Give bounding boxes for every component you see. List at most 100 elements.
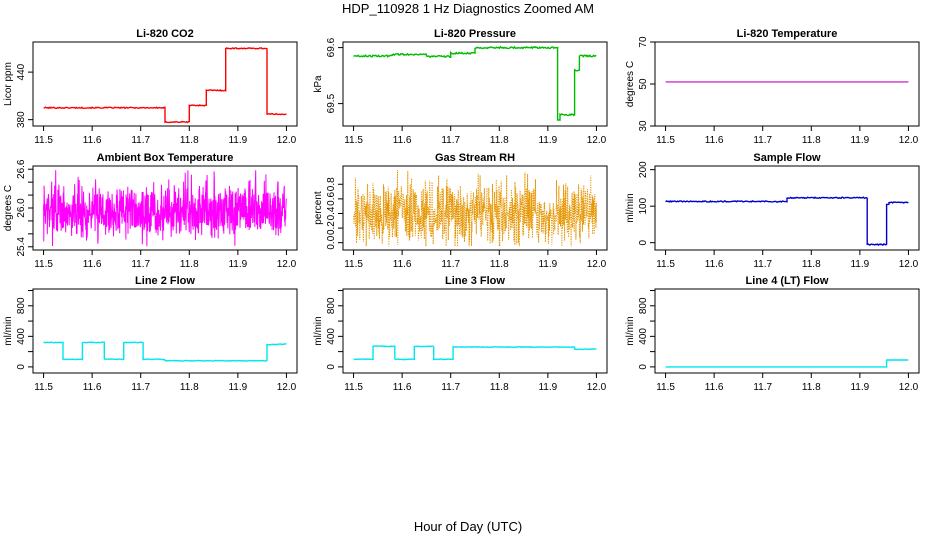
y-axis-label: degrees C: [625, 61, 636, 107]
series-line: [43, 341, 287, 362]
series-line: [43, 47, 287, 124]
y-tick-label: 0: [638, 364, 649, 370]
x-tick-label: 11.7: [131, 382, 150, 393]
x-tick-label: 11.9: [850, 382, 869, 393]
x-tick-label: 11.6: [393, 259, 412, 270]
y-tick-label: 70: [638, 36, 649, 48]
x-tick-label: 12.0: [899, 259, 919, 270]
x-tick-label: 11.8: [180, 382, 199, 393]
y-tick-label: 0.4: [326, 206, 337, 220]
series-line: [353, 345, 597, 361]
y-tick-label: 400: [16, 328, 27, 345]
x-tick-label: 12.0: [899, 382, 919, 393]
y-axis-label: ml/min: [3, 316, 14, 345]
x-tick-label: 11.7: [441, 382, 460, 393]
y-axis-label: Licor ppm: [3, 62, 14, 106]
x-axis-label: Hour of Day (UTC): [414, 519, 522, 534]
y-axis-label: degrees C: [3, 185, 14, 231]
panel-title: Li-820 CO2: [136, 28, 193, 40]
x-tick-label: 11.5: [34, 259, 53, 270]
y-tick-label: 0.2: [326, 221, 337, 235]
x-tick-label: 12.0: [587, 382, 607, 393]
y-tick-label: 25.4: [16, 237, 27, 257]
x-tick-label: 11.8: [180, 135, 199, 146]
x-tick-label: 11.6: [705, 135, 724, 146]
x-tick-label: 11.8: [802, 382, 821, 393]
x-tick-label: 11.5: [656, 382, 675, 393]
x-tick-label: 11.8: [490, 382, 509, 393]
y-tick-label: 440: [16, 63, 27, 80]
x-tick-label: 11.5: [656, 259, 675, 270]
y-tick-label: 0.8: [326, 177, 337, 191]
panel-grid: Li-820 CO2 11.5 11.6 11.7 11.8 11.9 12.0 380 440…: [3, 28, 920, 393]
plot-frame: [342, 288, 608, 374]
panel-title: Ambient Box Temperature: [97, 152, 234, 164]
figure-title: HDP_110928 1 Hz Diagnostics Zoomed AM: [342, 1, 594, 16]
plot-frame: [654, 41, 920, 127]
x-tick-label: 11.7: [441, 259, 460, 270]
y-tick-label: 0.0: [326, 235, 337, 249]
x-tick-label: 11.9: [538, 382, 557, 393]
y-tick-label: 26.6: [16, 159, 27, 179]
y-tick-label: 400: [638, 328, 649, 345]
y-tick-label: 0: [638, 239, 649, 245]
series-line: [665, 196, 909, 246]
y-tick-label: 800: [326, 297, 337, 314]
x-tick-label: 11.6: [705, 382, 724, 393]
panel-4: Ambient Box Temperature 11.5 11.6 11.7 11.8 1…: [3, 152, 298, 270]
x-tick-label: 11.6: [393, 382, 412, 393]
x-tick-label: 12.0: [277, 259, 297, 270]
panel-title: Sample Flow: [753, 152, 821, 164]
x-tick-label: 11.5: [34, 135, 53, 146]
x-tick-label: 11.9: [228, 382, 247, 393]
x-tick-label: 12.0: [899, 135, 919, 146]
panel-title: Line 3 Flow: [445, 275, 505, 287]
x-tick-label: 11.7: [131, 259, 150, 270]
panel-title: Line 4 (LT) Flow: [746, 275, 829, 287]
x-tick-label: 11.5: [344, 382, 363, 393]
x-tick-label: 11.5: [344, 259, 363, 270]
panel-5: Gas Stream RH 11.5 11.6 11.7 11.8 11.9 12.0 0.0…: [313, 152, 608, 270]
x-tick-label: 11.6: [83, 135, 102, 146]
x-tick-label: 11.5: [344, 135, 363, 146]
y-tick-label: 0: [326, 364, 337, 370]
x-tick-label: 11.9: [538, 259, 557, 270]
series-line: [353, 170, 597, 247]
y-axis-label: ml/min: [313, 316, 324, 345]
x-tick-label: 11.7: [131, 135, 150, 146]
x-tick-label: 11.5: [34, 382, 53, 393]
panel-title: Gas Stream RH: [435, 152, 515, 164]
panel-1: Li-820 CO2 11.5 11.6 11.7 11.8 11.9 12.0 380 440…: [3, 28, 298, 146]
y-axis-label: kPa: [313, 75, 324, 93]
plot-frame: [32, 288, 298, 374]
plot-frame: [342, 165, 608, 251]
y-tick-label: 380: [16, 111, 27, 128]
x-tick-label: 11.6: [393, 135, 412, 146]
y-tick-label: 100: [638, 197, 649, 214]
x-tick-label: 11.9: [850, 259, 869, 270]
x-tick-label: 12.0: [277, 135, 297, 146]
x-tick-label: 11.7: [753, 135, 772, 146]
y-tick-label: 0.6: [326, 191, 337, 205]
x-tick-label: 11.8: [490, 135, 509, 146]
series-line: [665, 359, 909, 368]
x-tick-label: 11.5: [656, 135, 675, 146]
plot-frame: [342, 41, 608, 127]
x-tick-label: 11.8: [490, 259, 509, 270]
x-tick-label: 12.0: [587, 259, 607, 270]
y-tick-label: 50: [638, 78, 649, 90]
x-tick-label: 12.0: [587, 135, 607, 146]
x-tick-label: 11.8: [180, 259, 199, 270]
x-tick-label: 11.6: [83, 259, 102, 270]
y-tick-label: 800: [638, 297, 649, 314]
series-line: [43, 170, 287, 247]
series-line: [353, 45, 597, 121]
panel-8: Line 3 Flow 11.5 11.6 11.7 11.8 11.9 12.0 0 400 8…: [313, 275, 608, 393]
x-tick-label: 11.6: [83, 382, 102, 393]
panel-3: Li-820 Temperature 11.5 11.6 11.7 11.8 11.9 12…: [625, 28, 920, 146]
plot-frame: [654, 288, 920, 374]
y-tick-label: 200: [638, 161, 649, 178]
y-tick-label: 69.6: [326, 37, 337, 57]
panel-title: Line 2 Flow: [135, 275, 195, 287]
y-tick-label: 0: [16, 364, 27, 370]
